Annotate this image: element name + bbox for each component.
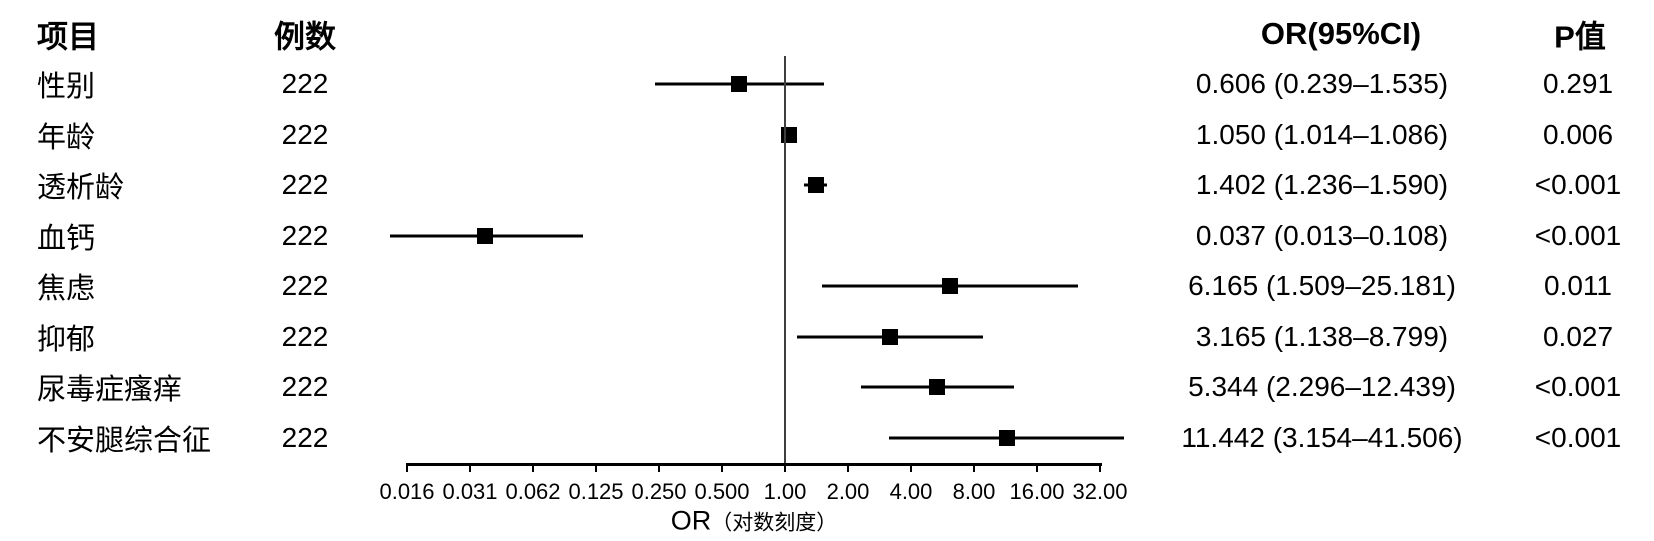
forest-marker bbox=[807, 177, 824, 193]
case-count: 222 bbox=[281, 68, 329, 99]
row-label: 抑郁 bbox=[37, 323, 96, 356]
forest-marker bbox=[942, 278, 959, 294]
column-header-or-ci: OR(95%CI) bbox=[1260, 16, 1422, 51]
or-ci-value: 5.344 (2.296–12.439) bbox=[1188, 371, 1456, 402]
row-label: 不安腿综合征 bbox=[37, 424, 212, 457]
x-axis-tick-label: 8.00 bbox=[952, 479, 996, 504]
p-value: 0.011 bbox=[1544, 270, 1612, 301]
case-count: 222 bbox=[281, 118, 329, 150]
x-axis-tick bbox=[595, 463, 597, 472]
x-axis-tick-label: 32.00 bbox=[1072, 479, 1128, 504]
x-axis-tick bbox=[721, 463, 723, 472]
x-axis-tick bbox=[1099, 463, 1101, 472]
row-label: 性别 bbox=[37, 71, 96, 103]
case-count: 222 bbox=[281, 219, 329, 251]
p-value: <0.001 bbox=[1534, 371, 1622, 402]
p-value: <0.001 bbox=[1534, 219, 1622, 251]
case-count: 222 bbox=[281, 371, 329, 402]
x-axis-tick bbox=[784, 463, 786, 472]
x-axis-tick-label: 0.031 bbox=[442, 479, 498, 504]
x-axis-title-sub: （对数刻度） bbox=[711, 511, 838, 535]
p-value: 0.291 bbox=[1542, 68, 1614, 99]
x-axis-line bbox=[407, 463, 1102, 466]
row-label: 透析龄 bbox=[37, 172, 125, 204]
x-axis-tick bbox=[1036, 463, 1038, 472]
row-label: 血钙 bbox=[37, 222, 96, 255]
or-ci-value: 6.165 (1.509–25.181) bbox=[1188, 270, 1456, 301]
x-axis-tick-label: 16.00 bbox=[1009, 479, 1065, 504]
forest-marker bbox=[477, 227, 494, 244]
or-ci-value: 0.606 (0.239–1.535) bbox=[1195, 68, 1449, 99]
x-axis-tick bbox=[847, 463, 849, 472]
x-axis-tick-label: 0.125 bbox=[568, 479, 624, 504]
case-count: 222 bbox=[281, 270, 329, 301]
forest-marker bbox=[998, 429, 1015, 446]
reference-line bbox=[784, 56, 786, 463]
x-axis-tick bbox=[469, 463, 471, 472]
column-header-cases: 例数 bbox=[274, 19, 336, 55]
row-label: 年龄 bbox=[37, 121, 96, 154]
forest-marker bbox=[881, 328, 898, 345]
x-axis-tick bbox=[658, 463, 660, 472]
x-axis-tick-label: 0.500 bbox=[694, 479, 750, 504]
column-header-p-value: P值 bbox=[1554, 19, 1606, 55]
or-ci-value: 3.165 (1.138–8.799) bbox=[1195, 320, 1449, 352]
forest-marker bbox=[929, 379, 946, 395]
x-axis-tick bbox=[406, 463, 408, 472]
x-axis-title: OR（对数刻度） bbox=[671, 506, 838, 537]
forest-marker bbox=[731, 76, 748, 92]
case-count: 222 bbox=[281, 320, 329, 352]
or-ci-value: 1.050 (1.014–1.086) bbox=[1195, 118, 1449, 150]
x-axis-tick-label: 4.00 bbox=[889, 479, 933, 504]
x-axis-tick-label: 0.062 bbox=[505, 479, 561, 504]
case-count: 222 bbox=[281, 421, 329, 453]
or-ci-value: 0.037 (0.013–0.108) bbox=[1195, 219, 1449, 251]
p-value: <0.001 bbox=[1534, 169, 1622, 200]
x-axis-tick-label: 0.250 bbox=[631, 479, 687, 504]
x-axis-title-main: OR bbox=[670, 505, 712, 536]
x-axis-tick-label: 2.00 bbox=[826, 479, 870, 504]
x-axis-tick-label: 0.016 bbox=[379, 479, 435, 504]
x-axis-tick bbox=[973, 463, 975, 472]
or-ci-value: 1.402 (1.236–1.590) bbox=[1195, 169, 1449, 200]
or-ci-value: 11.442 (3.154–41.506) bbox=[1181, 421, 1463, 453]
x-axis-tick-label: 1.00 bbox=[763, 479, 807, 504]
column-header-item: 项目 bbox=[37, 19, 99, 55]
p-value: 0.006 bbox=[1542, 118, 1614, 150]
x-axis-tick bbox=[910, 463, 912, 472]
p-value: <0.001 bbox=[1534, 421, 1622, 453]
p-value: 0.027 bbox=[1542, 320, 1614, 352]
row-label: 尿毒症瘙痒 bbox=[37, 374, 183, 406]
row-label: 焦虑 bbox=[37, 273, 96, 305]
x-axis-tick bbox=[532, 463, 534, 472]
case-count: 222 bbox=[281, 169, 329, 200]
